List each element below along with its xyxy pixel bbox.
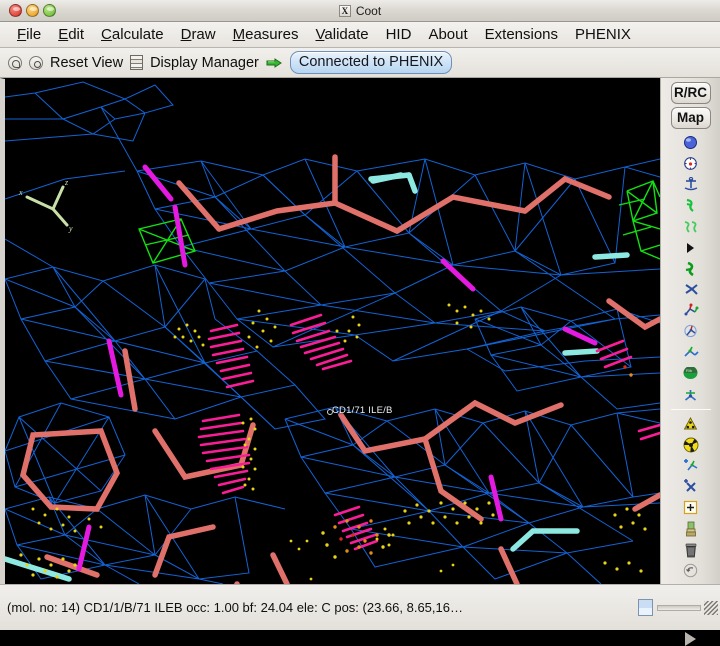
- axes-labels: x z y: [18, 178, 73, 233]
- axes-widget: [25, 185, 69, 227]
- add-box-icon[interactable]: [678, 497, 704, 518]
- flip-peptide-icon[interactable]: [678, 279, 704, 300]
- reset-view-button[interactable]: Reset View: [50, 54, 124, 71]
- difference-map-mesh-green: [138, 180, 660, 264]
- menu-hid[interactable]: HID: [385, 25, 412, 43]
- model-bonds: [5, 154, 660, 584]
- right-toolbar-sidebar: R/RC Map: [660, 78, 720, 646]
- run-script-icon[interactable]: [678, 632, 704, 646]
- connected-to-phenix-button[interactable]: Connected to PHENIX: [289, 51, 453, 74]
- axis-label-x: x: [18, 188, 23, 197]
- density-and-model-render: x z y: [5, 79, 660, 584]
- close-button[interactable]: [9, 4, 22, 17]
- statusbar: (mol. no: 14) CD1/1/B/71 ILEB occ: 1.00 …: [0, 584, 720, 630]
- map-button[interactable]: Map: [670, 107, 711, 129]
- menu-edit[interactable]: Edit: [58, 25, 85, 43]
- window-title: Coot: [355, 3, 382, 18]
- trash-bin-icon[interactable]: [678, 539, 704, 560]
- selected-atom-marker: [327, 409, 333, 415]
- main-content-row: x z y CD1/71 ILE/B R/RC Map: [0, 78, 720, 646]
- x11-app-icon: X: [338, 4, 351, 17]
- svg-text:Rib: Rib: [686, 368, 693, 373]
- single-squiggle-icon[interactable]: [678, 195, 704, 216]
- menu-validate[interactable]: Validate: [315, 25, 369, 43]
- nitrogen-bonds: [5, 172, 630, 582]
- atom-label: CD1/71 ILE/B: [332, 405, 393, 416]
- minimize-button[interactable]: [26, 4, 39, 17]
- status-text: (mol. no: 14) CD1/1/B/71 ILEB occ: 1.00 …: [7, 600, 463, 615]
- contact-dots-yellow: [19, 303, 647, 581]
- dot-in-circle-icon[interactable]: [678, 153, 704, 174]
- gl-canvas[interactable]: x z y: [5, 79, 660, 584]
- window-resize-grip[interactable]: [704, 600, 718, 615]
- green-arrow-icon[interactable]: [266, 57, 283, 69]
- radiation-icon[interactable]: [678, 434, 704, 455]
- clash-markers-pink: [197, 313, 660, 551]
- rotate-view-icon[interactable]: [8, 55, 22, 70]
- window-title-group: X Coot: [0, 4, 720, 18]
- anchor-icon[interactable]: [678, 174, 704, 195]
- delete-atom-icon[interactable]: [678, 476, 704, 497]
- recentre-icon[interactable]: [29, 55, 43, 70]
- menubar: File Edit Calculate Draw Measures Valida…: [0, 22, 720, 48]
- sidechain-rotate-icon[interactable]: [678, 321, 704, 342]
- menu-extensions[interactable]: Extensions: [484, 25, 559, 43]
- statusbar-scroll-indicator[interactable]: [638, 599, 653, 616]
- r-rc-button[interactable]: R/RC: [670, 82, 711, 104]
- statusbar-scroll-track[interactable]: [657, 604, 701, 611]
- sidebar-icon-group-model: Rib: [661, 132, 720, 405]
- menu-calculate[interactable]: Calculate: [101, 25, 164, 43]
- menu-file[interactable]: File: [17, 25, 42, 43]
- maximize-button[interactable]: [43, 4, 56, 17]
- mutate-icon[interactable]: [678, 300, 704, 321]
- carbon-bonds: [19, 154, 660, 584]
- menu-measures[interactable]: Measures: [232, 25, 299, 43]
- dome-icon[interactable]: Rib: [678, 363, 704, 384]
- double-squiggle-icon[interactable]: [678, 216, 704, 237]
- display-manager-button[interactable]: Display Manager: [150, 54, 259, 71]
- main-toolbar: Reset View Display Manager Connected to …: [0, 48, 720, 78]
- add-atom-icon[interactable]: [678, 455, 704, 476]
- menu-about[interactable]: About: [428, 25, 468, 43]
- contact-dots-orange-red: [321, 365, 633, 559]
- undo-icon[interactable]: [678, 560, 704, 581]
- statusbar-area: (mol. no: 14) CD1/1/B/71 ILEB occ: 1.00 …: [0, 584, 720, 630]
- axis-label-y: y: [68, 224, 73, 233]
- window-controls: [0, 4, 56, 17]
- biohazard-small-icon[interactable]: [678, 413, 704, 434]
- rotamer-icon[interactable]: [678, 258, 704, 279]
- magenta-sidechain-bonds: [76, 164, 598, 572]
- menu-phenix[interactable]: PHENIX: [575, 25, 631, 43]
- contact-dots: [19, 303, 647, 581]
- play-triangle-icon[interactable]: [678, 237, 704, 258]
- bottom-filler: [0, 630, 720, 646]
- axis-label-z: z: [64, 178, 69, 187]
- menu-draw[interactable]: Draw: [180, 25, 216, 43]
- layers-icon[interactable]: [130, 55, 144, 70]
- window-titlebar: X Coot: [0, 0, 720, 22]
- sidebar-separator-1: [670, 409, 711, 410]
- edit-chi-icon[interactable]: [678, 342, 704, 363]
- sidebar-icon-group-edit: [661, 413, 720, 602]
- sphere-icon[interactable]: [678, 132, 704, 153]
- molecular-graphics-viewport[interactable]: x z y CD1/71 ILE/B: [0, 78, 660, 584]
- paintbrush-icon[interactable]: [678, 518, 704, 539]
- axes-molecule-icon[interactable]: [678, 384, 704, 405]
